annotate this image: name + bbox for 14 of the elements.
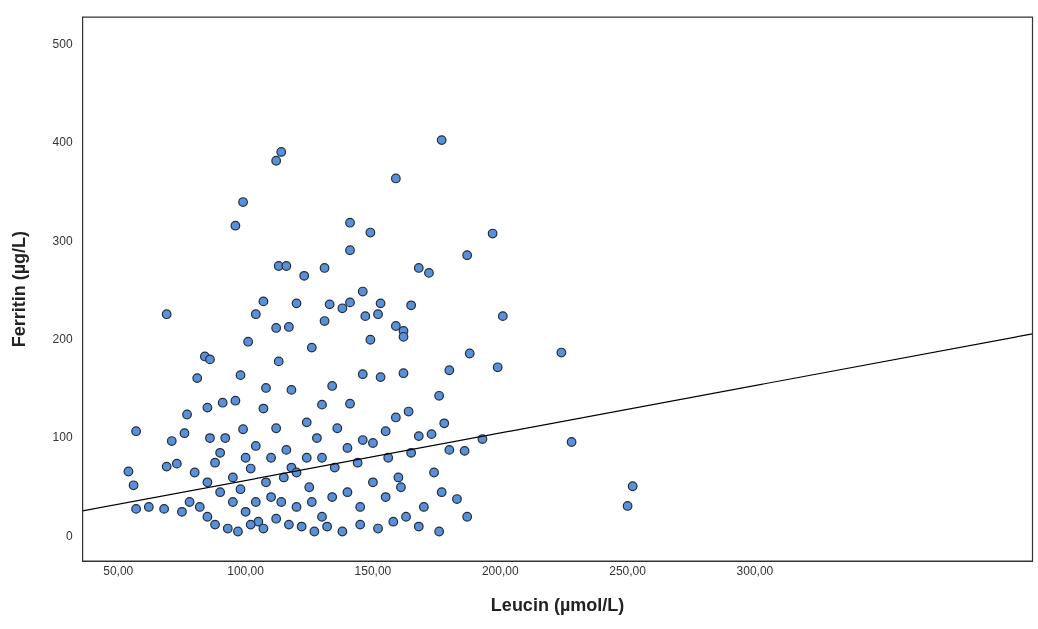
x-tick-label: 250,00 — [609, 563, 647, 578]
x-tick-label: 100,00 — [227, 563, 265, 578]
y-tick-label: 200 — [52, 332, 73, 347]
y-tick-label: 100 — [52, 430, 73, 445]
y-tick-label: 400 — [52, 135, 73, 150]
y-tick-label: 500 — [52, 37, 73, 52]
x-tick-label: 50,00 — [103, 563, 134, 578]
x-tick-label: 150,00 — [354, 563, 392, 578]
y-tick-label: 300 — [52, 233, 73, 248]
y-axis-title: Ferritin (µg/L) — [8, 230, 29, 348]
x-axis-title: Leucin (µmol/L) — [490, 595, 625, 616]
y-tick-label: 0 — [65, 528, 73, 543]
x-tick-label: 300,00 — [736, 563, 774, 578]
x-tick-label: 200,00 — [481, 563, 519, 578]
